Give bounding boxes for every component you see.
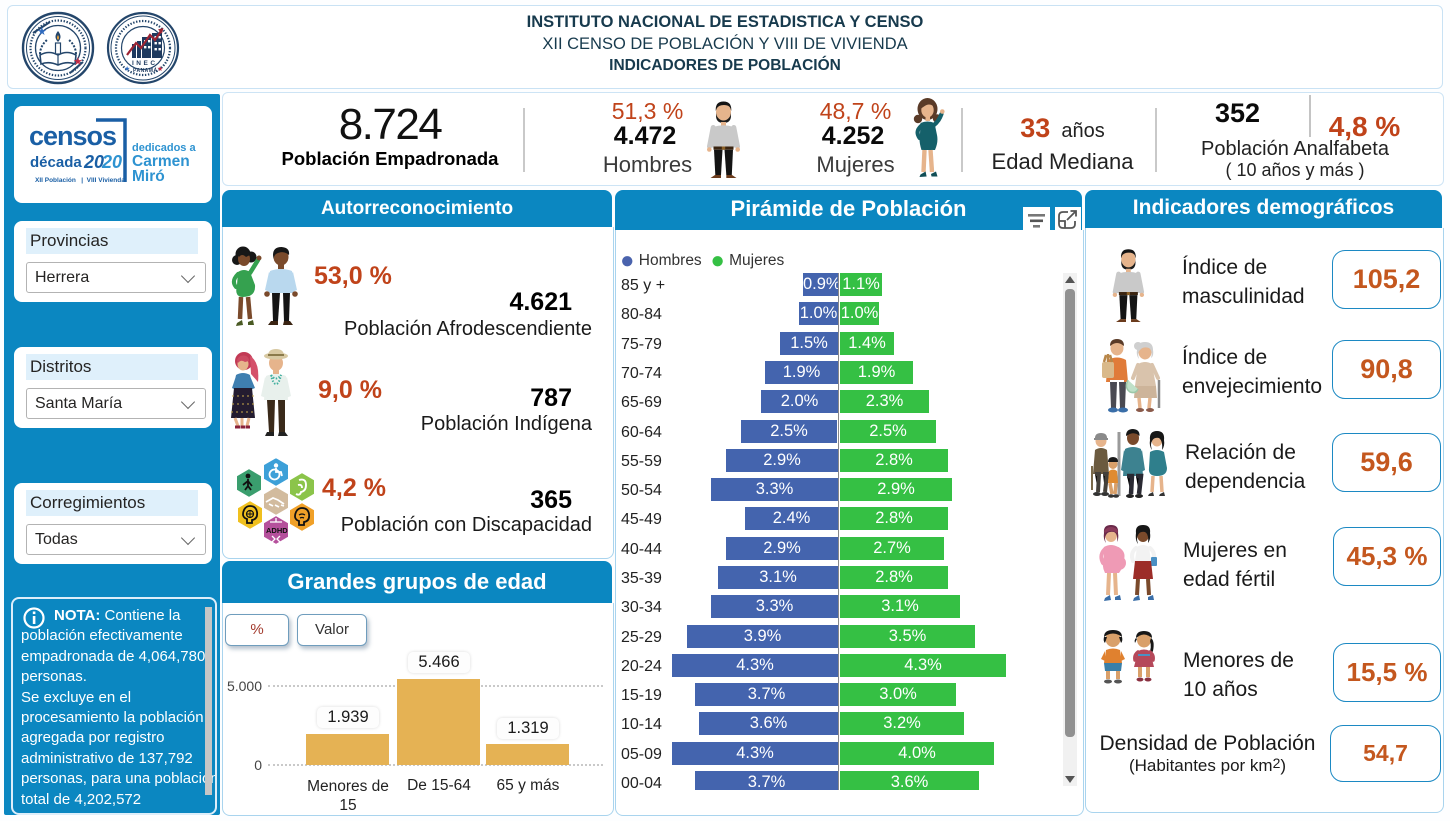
svg-text:Carmen: Carmen xyxy=(132,153,190,170)
svg-text:★: ★ xyxy=(73,56,83,68)
svg-text:20: 20 xyxy=(101,152,122,172)
svg-text:20: 20 xyxy=(83,152,104,172)
svg-text:década: década xyxy=(30,154,82,171)
svg-text:★: ★ xyxy=(37,26,47,38)
svg-text:INEC: INEC xyxy=(132,60,158,67)
svg-text:censos: censos xyxy=(29,121,116,151)
svg-text:XII Población | VIII Vivien: XII Población | VIII Vivienda xyxy=(35,177,125,184)
svg-text:★: ★ xyxy=(124,65,130,73)
svg-text:dedicados a: dedicados a xyxy=(132,142,196,154)
svg-text:ADHD: ADHD xyxy=(266,526,288,535)
svg-text:★: ★ xyxy=(157,65,163,73)
svg-text:Miró: Miró xyxy=(132,168,165,185)
svg-text:PANAMÁ: PANAMÁ xyxy=(133,67,158,74)
